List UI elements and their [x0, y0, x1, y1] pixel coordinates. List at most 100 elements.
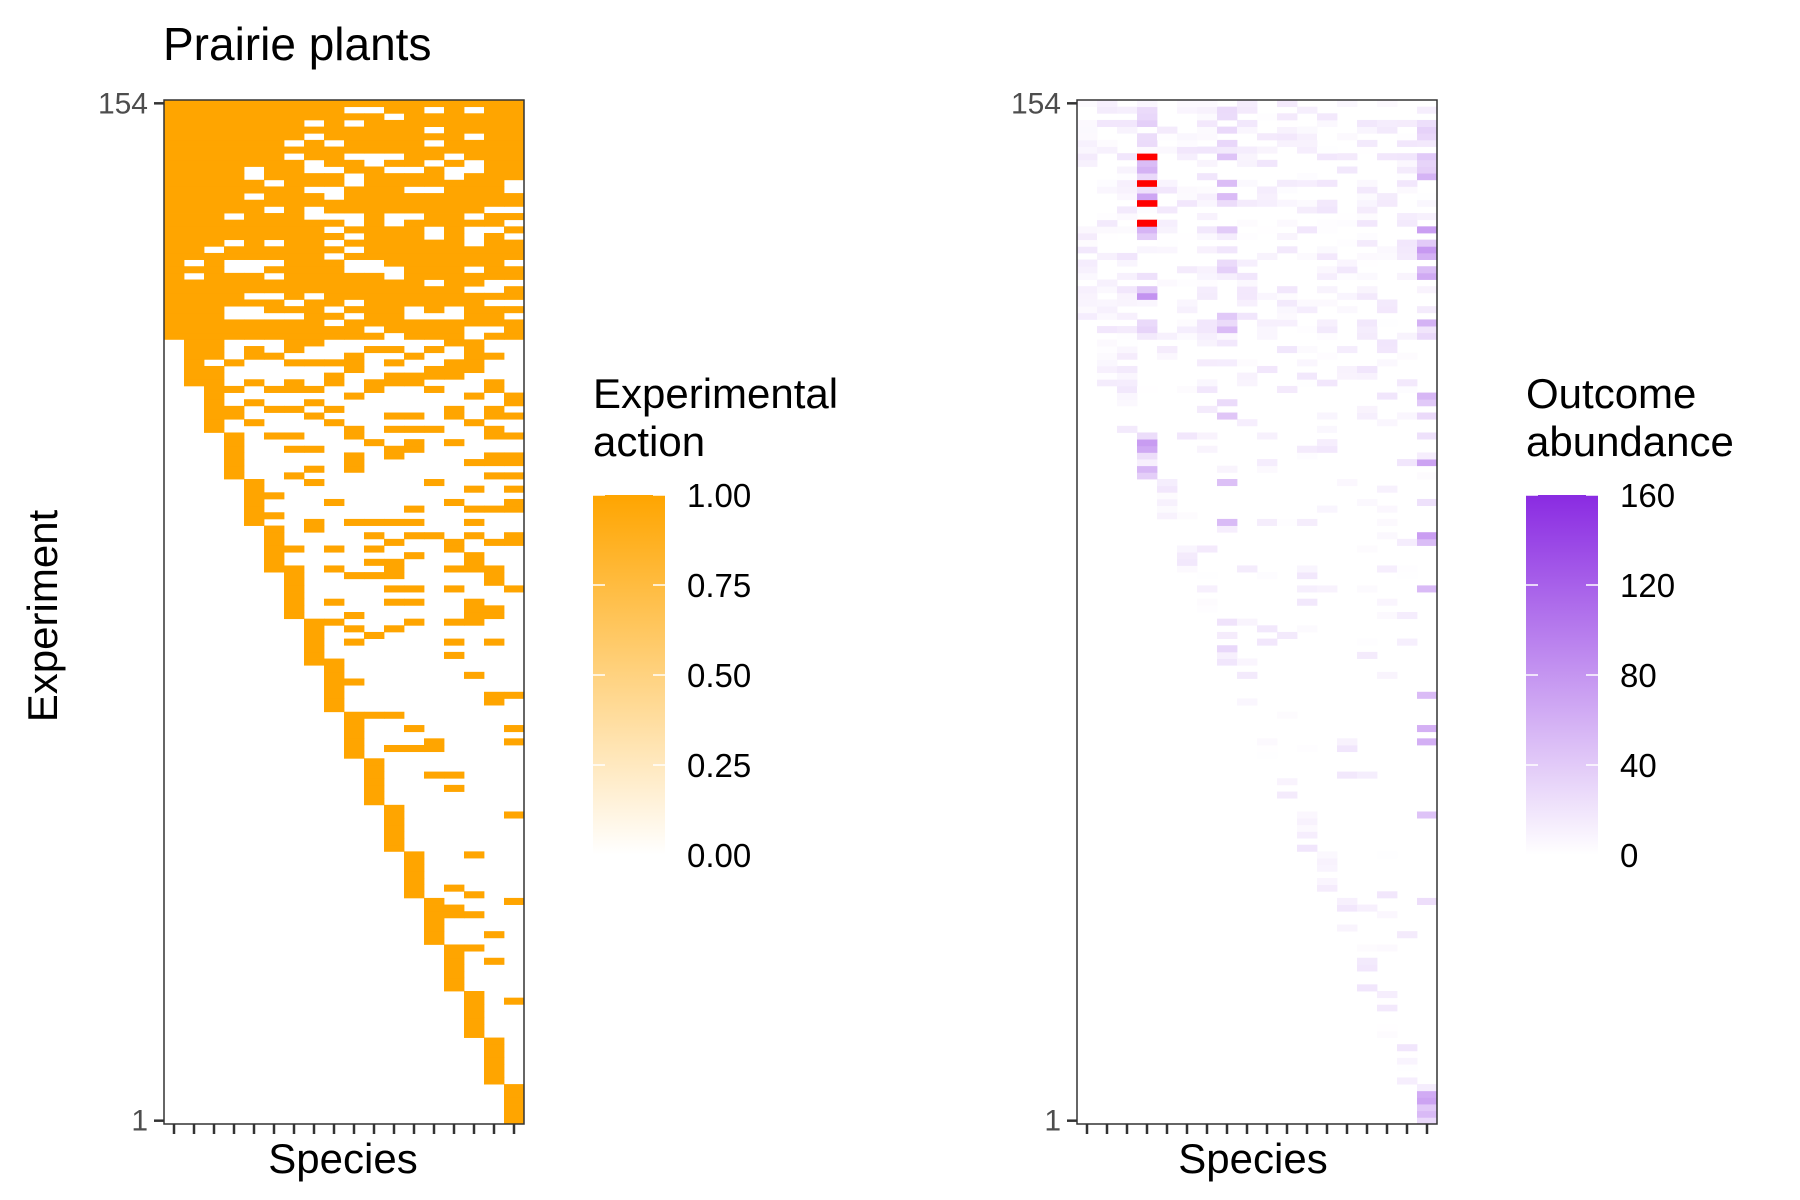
action-cell — [304, 193, 325, 201]
action-cell — [504, 811, 525, 819]
action-cell — [344, 638, 365, 646]
action-cell — [324, 665, 345, 673]
abundance-cell — [1197, 332, 1218, 340]
action-cell — [224, 385, 245, 393]
abundance-cell — [1237, 419, 1258, 427]
action-cell — [164, 286, 185, 294]
action-cell — [464, 997, 485, 1005]
abundance-cell — [1157, 146, 1178, 154]
abundance-cell — [1297, 106, 1318, 114]
action-cell — [504, 292, 525, 300]
action-cell — [364, 219, 385, 227]
action-cell — [164, 126, 185, 134]
abundance-cell — [1217, 146, 1238, 154]
abundance-cell — [1157, 186, 1178, 194]
abundance-cell — [1137, 186, 1158, 194]
abundance-cell — [1117, 179, 1138, 187]
action-cell — [444, 206, 465, 214]
action-cell — [424, 425, 445, 433]
action-cell — [264, 193, 285, 201]
action-cell — [444, 951, 465, 959]
action-cell — [204, 173, 225, 181]
action-legend-tick-label: 0.50 — [687, 657, 751, 694]
action-legend-tick-label: 0.75 — [687, 567, 751, 604]
action-cell — [504, 738, 525, 746]
action-cell — [184, 306, 205, 314]
action-cell — [244, 100, 265, 108]
abundance-cell — [1197, 173, 1218, 181]
action-cell — [484, 379, 505, 387]
action-cell — [164, 312, 185, 320]
action-cell — [184, 133, 205, 141]
action-cell — [284, 166, 305, 174]
abundance-legend-tick-label: 120 — [1620, 567, 1675, 604]
action-cell — [384, 359, 405, 367]
abundance-cell — [1257, 306, 1278, 314]
action-cell — [484, 100, 505, 108]
action-cell — [444, 326, 465, 334]
action-cell — [444, 100, 465, 108]
abundance-cell — [1297, 844, 1318, 852]
action-cell — [424, 206, 445, 214]
action-cell — [184, 326, 205, 334]
abundance-cell — [1317, 505, 1338, 513]
action-cell — [224, 232, 245, 241]
abundance-cell — [1337, 771, 1358, 779]
abundance-cell — [1357, 206, 1378, 214]
abundance-cell — [1137, 199, 1158, 207]
action-cell — [184, 239, 205, 247]
abundance-cell — [1257, 572, 1278, 580]
action-cell — [444, 911, 465, 919]
abundance-cell — [1277, 312, 1298, 320]
abundance-cell — [1217, 272, 1238, 280]
action-cell — [444, 319, 465, 327]
action-cell — [444, 339, 465, 347]
action-cell — [344, 612, 365, 620]
action-cell — [264, 512, 285, 520]
action-cell — [384, 232, 405, 241]
action-cell — [204, 199, 225, 207]
action-cell — [344, 718, 365, 726]
x-axis-label-right: Species — [1178, 1135, 1327, 1182]
action-cell — [444, 412, 465, 420]
action-cell — [384, 625, 405, 633]
abundance-cell — [1197, 133, 1218, 141]
action-cell — [264, 385, 285, 393]
abundance-cell — [1077, 306, 1098, 314]
abundance-cell — [1277, 199, 1298, 207]
abundance-cell — [1177, 558, 1198, 566]
action-cell — [504, 432, 525, 440]
abundance-cell — [1097, 379, 1118, 387]
action-cell — [404, 259, 425, 267]
action-cell — [444, 651, 465, 659]
action-cell — [484, 957, 505, 965]
action-cell — [264, 219, 285, 227]
action-cell — [484, 352, 505, 360]
action-cell — [304, 219, 325, 227]
action-cell — [284, 159, 305, 167]
action-cell — [444, 784, 465, 792]
abundance-cell — [1257, 252, 1278, 260]
action-cell — [404, 226, 425, 234]
action-cell — [164, 133, 185, 141]
action-cell — [164, 246, 185, 254]
abundance-cell — [1397, 119, 1418, 127]
action-cell — [204, 179, 225, 187]
action-cell — [424, 924, 445, 932]
abundance-cell — [1217, 113, 1238, 121]
action-cell — [404, 159, 425, 167]
abundance-cell — [1337, 239, 1358, 247]
action-cell — [224, 106, 245, 114]
action-cell — [504, 266, 525, 274]
action-cell — [184, 379, 205, 387]
abundance-cell — [1237, 199, 1258, 207]
abundance-cell — [1417, 1117, 1438, 1125]
abundance-cell — [1217, 199, 1238, 207]
action-cell — [304, 299, 325, 307]
abundance-cell — [1397, 352, 1418, 360]
action-cell — [184, 279, 205, 287]
action-y-tick-label: 1 — [131, 1105, 148, 1138]
action-cell — [484, 332, 505, 340]
action-cell — [344, 239, 365, 247]
action-cell — [424, 259, 445, 267]
